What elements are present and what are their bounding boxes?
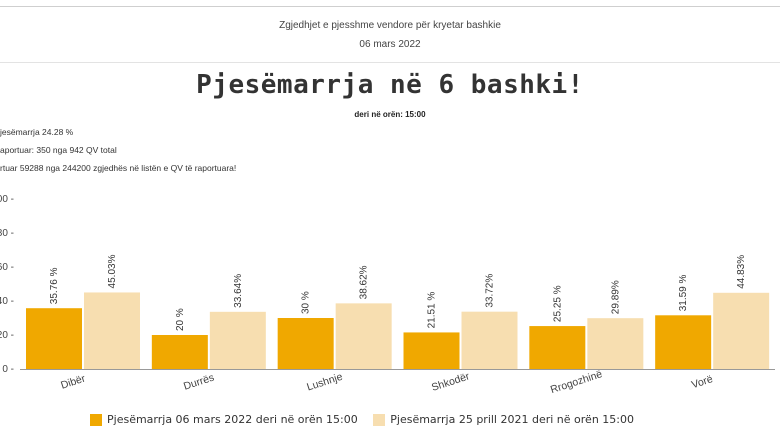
bar-data-label: 35.76 % — [49, 267, 60, 304]
y-tick-label: 100 - — [0, 194, 14, 205]
bar-data-label: 20 % — [175, 308, 186, 331]
y-tick-label: 20 - — [0, 330, 14, 341]
bar-data-label: 33.72% — [485, 274, 496, 308]
legend-item-2021[interactable]: Pjesëmarrja 25 prill 2021 deri në orën 1… — [373, 413, 634, 426]
bar — [461, 311, 518, 369]
bar — [277, 318, 334, 369]
bar — [209, 311, 266, 369]
header-divider — [0, 6, 780, 7]
bar — [529, 326, 586, 369]
bar-data-label: 29.89% — [610, 280, 621, 314]
x-tick-label: Dibër — [59, 372, 87, 391]
bar-data-label: 25.25 % — [552, 285, 563, 322]
x-tick-label: Vorë — [690, 373, 714, 391]
legend-label-2022: Pjesëmarrja 06 mars 2022 deri në orën 15… — [107, 413, 358, 426]
stat-turnout: jesëmarrja 24.28 % — [0, 127, 74, 137]
bar — [403, 332, 460, 369]
x-tick-label: Rrogozhinë — [549, 368, 604, 396]
legend-swatch-2022 — [90, 413, 102, 426]
y-tick-label: 40 - — [0, 296, 14, 307]
legend-label-2021: Pjesëmarrja 25 prill 2021 deri në orën 1… — [390, 413, 634, 426]
bar-data-label: 21.51 % — [427, 292, 438, 329]
bar — [84, 292, 140, 369]
legend-item-2022[interactable]: Pjesëmarrja 06 mars 2022 deri në orën 15… — [90, 413, 358, 426]
chart-title: Pjesëmarrja në 6 bashki! — [196, 70, 584, 100]
y-tick-label: 60 - — [0, 262, 14, 273]
time-note: deri në orën: 15:00 — [354, 110, 426, 119]
bar-data-label: 44.83% — [736, 255, 747, 289]
x-tick-label: Durrës — [182, 372, 216, 393]
x-tick-label: Lushnje — [305, 371, 344, 394]
bar — [713, 292, 770, 369]
bar — [26, 308, 82, 369]
bar — [655, 315, 712, 369]
legend-swatch-2021 — [373, 413, 386, 426]
bar — [335, 303, 392, 369]
report-header: Zgjedhjet e pjesshme vendore për kryetar… — [0, 0, 780, 63]
y-tick-label: 0 - — [2, 364, 14, 375]
bar-data-label: 31.59 % — [678, 274, 689, 311]
x-tick-label: Shkodër — [430, 370, 471, 394]
bar-data-label: 38.62% — [359, 265, 370, 299]
chart-legend: Pjesëmarrja 06 mars 2022 deri në orën 15… — [90, 413, 646, 429]
bar — [587, 318, 644, 369]
stat-voters: rtuar 59288 nga 244200 zgjedhës në listë… — [0, 163, 237, 173]
bar — [151, 335, 208, 369]
election-subtitle: Zgjedhjet e pjesshme vendore për kryetar… — [279, 20, 501, 31]
stat-polling-stations: aportuar: 350 nga 942 QV total — [0, 145, 117, 155]
bar-chart: 0 - 20 - 40 - 60 - 80 - 100 - 35.76 % 45.03% Dib… — [0, 194, 775, 396]
election-date: 06 mars 2022 — [359, 39, 421, 50]
y-tick-label: 80 - — [0, 228, 14, 239]
bar-data-label: 33.64% — [233, 274, 244, 308]
bar-data-label: 45.03% — [107, 254, 118, 288]
bar-data-label: 30 % — [301, 291, 312, 314]
